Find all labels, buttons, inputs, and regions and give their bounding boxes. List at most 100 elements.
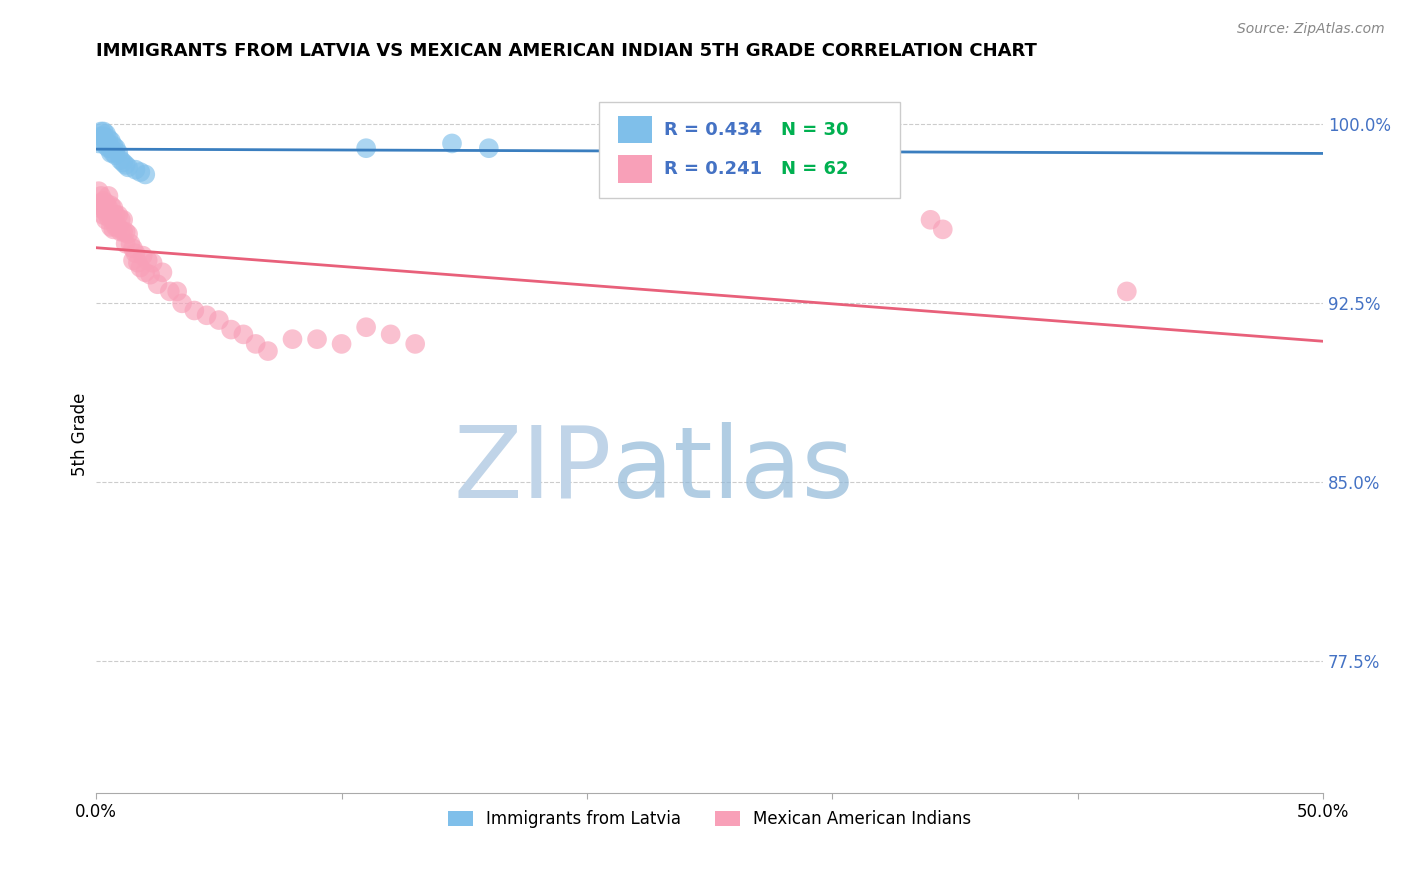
Point	[129, 165, 152, 179]
Point	[87, 184, 110, 198]
Point	[93, 194, 115, 208]
Point	[354, 320, 377, 334]
Point	[90, 124, 112, 138]
Point	[103, 138, 125, 153]
Text: R = 0.434: R = 0.434	[664, 120, 762, 138]
Point	[134, 168, 156, 182]
Point	[94, 212, 117, 227]
Point	[103, 222, 125, 236]
Point	[245, 337, 267, 351]
Point	[100, 141, 122, 155]
Point	[90, 129, 112, 144]
Point	[90, 189, 112, 203]
Point	[103, 212, 125, 227]
Point	[97, 131, 120, 145]
Point	[93, 208, 115, 222]
Point	[100, 219, 122, 234]
Point	[97, 136, 120, 151]
Point	[104, 141, 127, 155]
Bar	[617, 116, 652, 144]
Point	[281, 332, 304, 346]
Text: ZIP: ZIP	[453, 422, 612, 519]
Point	[208, 313, 231, 327]
Point	[166, 285, 188, 299]
Point	[110, 212, 132, 227]
Point	[136, 253, 159, 268]
Text: Source: ZipAtlas.com: Source: ZipAtlas.com	[1237, 22, 1385, 37]
Point	[132, 249, 155, 263]
Point	[134, 265, 156, 279]
Point	[305, 332, 328, 346]
Point	[127, 256, 149, 270]
Point	[170, 296, 193, 310]
Point	[124, 246, 146, 260]
Point	[93, 134, 115, 148]
Point	[112, 212, 135, 227]
Point	[94, 138, 117, 153]
Point	[159, 285, 181, 299]
Point	[93, 201, 115, 215]
Point	[330, 337, 353, 351]
Point	[124, 162, 146, 177]
Point	[93, 129, 115, 144]
Point	[129, 260, 152, 275]
Point	[114, 236, 136, 251]
Point	[354, 141, 377, 155]
Text: atlas: atlas	[612, 422, 853, 519]
Point	[152, 265, 174, 279]
Point	[146, 277, 169, 292]
Point	[104, 219, 127, 234]
Point	[94, 196, 117, 211]
Point	[100, 208, 122, 222]
Point	[103, 145, 125, 160]
Point	[232, 327, 254, 342]
Point	[120, 236, 142, 251]
Point	[112, 225, 135, 239]
FancyBboxPatch shape	[599, 102, 900, 198]
Point	[122, 253, 145, 268]
Point	[440, 136, 463, 151]
Point	[94, 134, 117, 148]
Point	[100, 145, 122, 160]
Point	[114, 158, 136, 172]
Point	[142, 256, 165, 270]
Point	[257, 344, 280, 359]
Text: R = 0.241: R = 0.241	[664, 160, 762, 178]
Point	[932, 222, 955, 236]
Y-axis label: 5th Grade: 5th Grade	[72, 393, 89, 476]
Point	[90, 196, 112, 211]
Bar	[617, 155, 652, 183]
Point	[97, 189, 120, 203]
Point	[183, 303, 205, 318]
Point	[94, 205, 117, 219]
Legend: Immigrants from Latvia, Mexican American Indians: Immigrants from Latvia, Mexican American…	[441, 803, 979, 834]
Point	[97, 211, 120, 225]
Point	[100, 198, 122, 212]
Point	[219, 323, 242, 337]
Point	[1115, 285, 1137, 299]
Point	[94, 127, 117, 141]
Point	[87, 201, 110, 215]
Point	[117, 161, 139, 175]
Point	[112, 155, 135, 169]
Point	[107, 208, 129, 222]
Point	[139, 268, 162, 282]
Point	[110, 153, 132, 168]
Point	[107, 219, 129, 234]
Point	[478, 141, 501, 155]
Point	[195, 308, 218, 322]
Point	[380, 327, 402, 342]
Point	[97, 141, 120, 155]
Point	[114, 225, 136, 239]
Point	[117, 227, 139, 241]
Text: N = 62: N = 62	[780, 160, 848, 178]
Point	[122, 242, 145, 256]
Point	[97, 201, 120, 215]
Point	[103, 201, 125, 215]
Point	[920, 212, 942, 227]
Point	[110, 225, 132, 239]
Point	[104, 148, 127, 162]
Text: N = 30: N = 30	[780, 120, 848, 138]
Point	[100, 134, 122, 148]
Point	[404, 337, 426, 351]
